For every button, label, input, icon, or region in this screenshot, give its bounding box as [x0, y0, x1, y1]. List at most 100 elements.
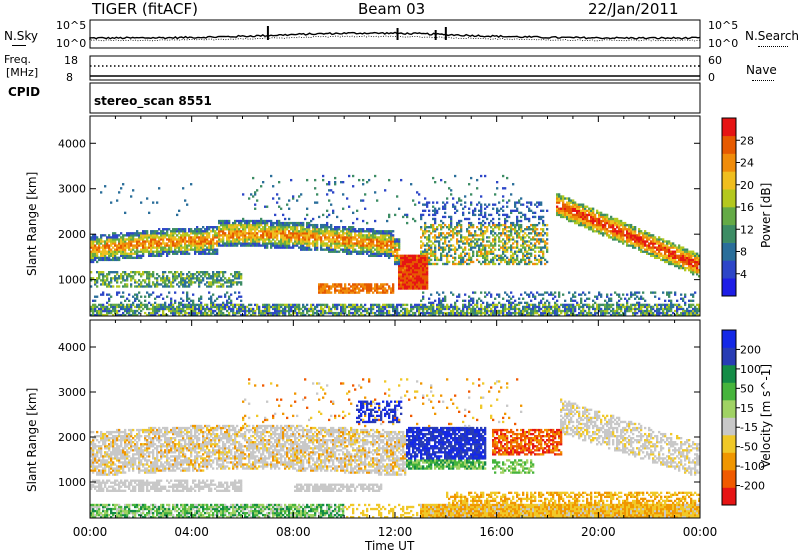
power-data-cell [122, 248, 125, 251]
power-data-cell [380, 232, 383, 235]
power-data-cell [444, 236, 447, 239]
power-data-cell [284, 234, 287, 237]
power-data-cell [272, 303, 275, 307]
power-data-cell [492, 262, 495, 266]
power-data-cell [190, 299, 193, 302]
power-data-cell [504, 307, 507, 311]
power-data-cell [486, 262, 489, 266]
power-data-cell [558, 197, 561, 200]
power-data-cell [250, 234, 253, 237]
power-data-cell [386, 291, 389, 294]
power-data-cell [320, 289, 323, 292]
power-data-cell [454, 307, 457, 311]
power-data-cell [304, 234, 307, 237]
power-data-cell [498, 221, 501, 225]
power-data-cell [494, 262, 497, 266]
power-data-cell [200, 313, 203, 317]
power-data-cell [346, 238, 349, 241]
power-data-cell [196, 246, 199, 249]
power-data-cell [172, 250, 175, 253]
power-data-cell [150, 293, 153, 296]
power-data-cell [464, 217, 467, 221]
power-data-cell [232, 283, 235, 286]
power-data-cell [144, 303, 147, 307]
power-data-cell [296, 228, 299, 231]
power-data-cell [504, 187, 507, 190]
power-data-cell [434, 258, 437, 262]
power-data-cell [488, 305, 491, 309]
power-data-cell [204, 303, 207, 307]
power-data-cell [278, 230, 281, 233]
power-data-cell [184, 232, 187, 235]
power-data-cell [302, 305, 305, 309]
power-data-cell [268, 309, 271, 313]
power-data-cell [402, 258, 405, 262]
power-data-cell [90, 307, 93, 311]
power-data-cell [136, 271, 139, 274]
power-data-cell [374, 230, 377, 233]
power-data-cell [328, 183, 331, 186]
power-data-cell [458, 230, 461, 233]
power-data-cell [236, 311, 239, 315]
power-data-cell [434, 181, 437, 184]
power-data-cell [130, 309, 133, 313]
power-data-cell [518, 250, 521, 253]
power-data-cell [318, 230, 321, 233]
power-data-cell [110, 281, 113, 284]
power-data-cell [232, 226, 235, 229]
power-data-cell [152, 244, 155, 247]
power-data-cell [314, 311, 317, 315]
power-data-cell [468, 248, 471, 251]
power-data-cell [240, 223, 243, 227]
power-data-cell [290, 236, 293, 239]
power-data-cell [128, 275, 131, 278]
power-data-cell [282, 307, 285, 311]
power-data-cell [238, 230, 241, 233]
power-data-cell [246, 221, 249, 225]
power-data-cell [178, 230, 181, 233]
power-data-cell [116, 285, 119, 288]
power-data-cell [372, 307, 375, 311]
power-data-cell [272, 223, 275, 227]
power-data-cell [512, 301, 515, 305]
power-data-cell [486, 307, 489, 311]
power-data-cell [516, 221, 519, 225]
power-data-cell [330, 230, 333, 233]
power-data-cell [392, 240, 395, 243]
power-data-cell [198, 285, 201, 288]
power-data-cell [178, 275, 181, 278]
power-data-cell [108, 258, 111, 262]
power-data-cell [290, 238, 293, 241]
power-data-cell [380, 291, 383, 294]
power-data-cell [184, 313, 187, 317]
power-data-cell [486, 244, 489, 247]
power-data-cell [118, 258, 121, 262]
power-data-cell [254, 207, 257, 210]
power-data-cell [412, 307, 415, 311]
power-data-cell [392, 252, 395, 255]
power-data-cell [430, 248, 433, 251]
power-data-cell [530, 248, 533, 251]
power-data-cell [506, 248, 509, 251]
power-data-cell [532, 262, 535, 266]
power-data-cell [176, 242, 179, 245]
power-data-cell [324, 244, 327, 247]
power-data-cell [264, 219, 267, 223]
power-data-cell [94, 254, 97, 257]
power-data-cell [450, 248, 453, 251]
power-data-cell [344, 238, 347, 241]
power-data-cell [470, 242, 473, 245]
power-data-cell [194, 303, 197, 307]
power-data-cell [402, 268, 405, 272]
power-data-cell [234, 234, 237, 237]
power-data-cell [492, 244, 495, 247]
power-data-cell [400, 268, 403, 272]
power-data-cell [342, 242, 345, 245]
power-data-cell [352, 226, 355, 229]
power-data-cell [182, 283, 185, 286]
power-data-cell [126, 244, 129, 247]
power-data-cell [278, 181, 281, 184]
power-data-cell [414, 279, 417, 282]
power-data-cell [186, 248, 189, 251]
power-data-cell [456, 299, 459, 302]
